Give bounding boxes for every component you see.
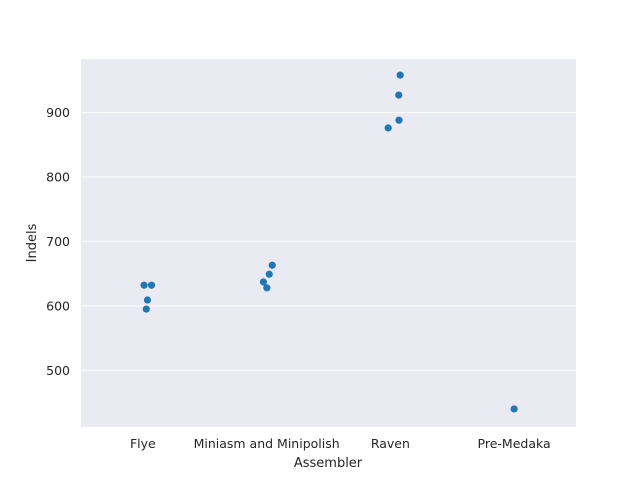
y-axis-label: Indels xyxy=(25,223,40,262)
x-tick-labels: Flye Miniasm and Minipolish Raven Pre-Medak… xyxy=(130,436,551,451)
data-point xyxy=(140,281,148,289)
y-tick-label: 600 xyxy=(46,298,70,313)
data-point xyxy=(268,261,276,269)
x-tick-label: Pre-Medaka xyxy=(478,436,551,451)
data-point xyxy=(147,281,156,289)
y-tick-labels: 500 600 700 800 900 xyxy=(46,105,70,378)
data-point xyxy=(510,405,518,413)
data-point xyxy=(259,278,268,286)
y-tick-label: 700 xyxy=(46,234,70,249)
data-point xyxy=(142,305,150,313)
data-point xyxy=(395,91,403,99)
x-axis-label: Assembler xyxy=(294,456,363,471)
y-tick-label: 800 xyxy=(46,169,70,184)
data-point xyxy=(263,284,271,292)
x-tick-label: Flye xyxy=(130,436,156,451)
x-tick-label: Raven xyxy=(371,436,410,451)
data-point xyxy=(265,270,273,278)
data-point xyxy=(143,296,152,304)
plot-area xyxy=(81,59,576,427)
data-point xyxy=(384,124,392,132)
data-points xyxy=(140,71,518,413)
y-tick-label: 500 xyxy=(46,363,70,378)
y-tick-label: 900 xyxy=(46,105,70,120)
grid-lines xyxy=(81,111,576,371)
x-tick-label: Miniasm and Minipolish xyxy=(194,436,340,451)
data-point xyxy=(396,71,404,79)
data-point xyxy=(395,116,403,124)
